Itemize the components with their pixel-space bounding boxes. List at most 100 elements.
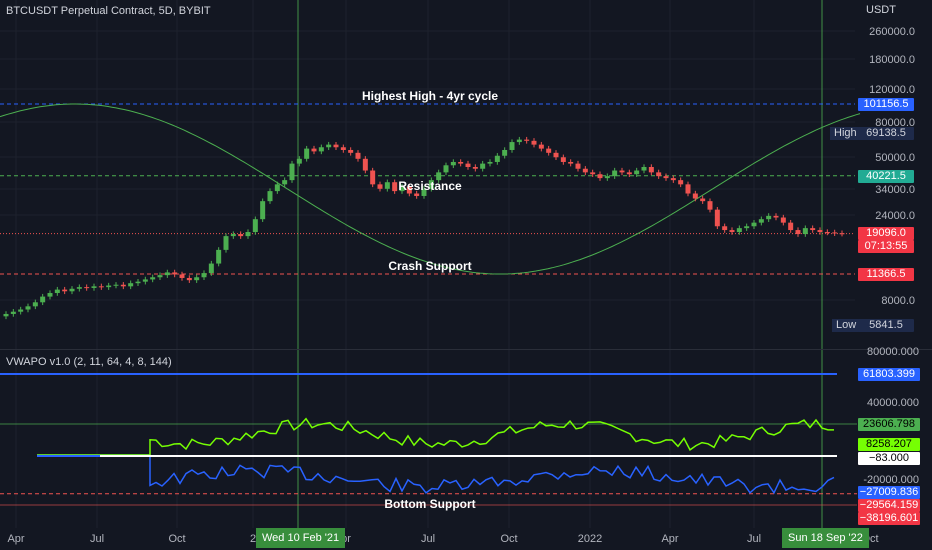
candle-body bbox=[436, 172, 442, 181]
candle-body bbox=[458, 161, 464, 164]
indicator-title[interactable]: VWAPO v1.0 (2, 11, 64, 4, 8, 144) bbox=[6, 356, 172, 368]
candle-body bbox=[766, 215, 772, 220]
candle-body bbox=[700, 198, 706, 202]
candle-body bbox=[289, 163, 295, 181]
bottom-support-annotation: Bottom Support bbox=[384, 497, 476, 511]
candle-body bbox=[538, 144, 544, 149]
candle-body bbox=[472, 166, 478, 169]
candle-body bbox=[10, 311, 16, 314]
candle-body bbox=[267, 191, 273, 202]
candle-body bbox=[421, 188, 427, 196]
candle-body bbox=[340, 147, 346, 150]
cursor-lines bbox=[297, 0, 823, 528]
high-value-tag: 69138.5 bbox=[858, 127, 914, 140]
highest-high-annotation: Highest High - 4yr cycle bbox=[361, 89, 499, 103]
pane-separator[interactable] bbox=[0, 349, 932, 350]
candle-body bbox=[502, 149, 508, 156]
candle-body bbox=[18, 309, 24, 312]
candle-body bbox=[370, 170, 376, 185]
cursor-date-right: Sun 18 Sep '22 bbox=[782, 528, 869, 548]
candle-body bbox=[604, 176, 610, 179]
candle-body bbox=[164, 272, 170, 276]
candle-body bbox=[707, 201, 713, 210]
candle-body bbox=[142, 279, 148, 282]
candle-body bbox=[113, 284, 119, 286]
low-label: Low bbox=[832, 319, 861, 332]
candle-body bbox=[509, 142, 515, 150]
candle-body bbox=[377, 184, 383, 189]
candle-body bbox=[179, 274, 185, 278]
candle-body bbox=[150, 277, 156, 280]
currency-label: USDT bbox=[866, 4, 896, 16]
candle-body bbox=[238, 234, 244, 237]
price-tick: 80000.0 bbox=[875, 117, 915, 129]
candle-body bbox=[106, 285, 112, 288]
candle-body bbox=[575, 163, 581, 169]
candle-body bbox=[480, 163, 486, 169]
candle-body bbox=[245, 232, 251, 237]
candle-body bbox=[62, 289, 68, 292]
price-tick: 180000.0 bbox=[869, 54, 915, 66]
price-tick: 260000.0 bbox=[869, 26, 915, 38]
candle-body bbox=[428, 180, 434, 189]
low-value-tag: 5841.5 bbox=[858, 319, 914, 332]
candle-body bbox=[443, 165, 449, 173]
candle-body bbox=[186, 277, 192, 281]
candle-body bbox=[597, 174, 603, 179]
candle-body bbox=[47, 293, 53, 297]
indicator-tick: -20000.000 bbox=[863, 474, 919, 486]
candle-body bbox=[201, 273, 207, 278]
price-tick: 120000.0 bbox=[869, 84, 915, 96]
candle-body bbox=[685, 184, 691, 194]
candle-body bbox=[524, 139, 530, 141]
candle-body bbox=[531, 140, 537, 145]
chart-title: BTCUSDT Perpetual Contract, 5D, BYBIT bbox=[6, 5, 211, 17]
candle-body bbox=[3, 313, 9, 317]
blue-value-tag: −27009.836 bbox=[858, 486, 920, 499]
time-tick: Jul bbox=[746, 533, 762, 545]
highest-high-tag: 101156.5 bbox=[858, 98, 914, 111]
time-tick: Jul bbox=[420, 533, 436, 545]
candle-body bbox=[32, 302, 38, 307]
candle-body bbox=[722, 226, 728, 231]
candle-body bbox=[223, 236, 229, 250]
resistance-annotation: Resistance bbox=[398, 179, 462, 193]
candle-body bbox=[619, 170, 625, 173]
crash-support-tag: 11366.5 bbox=[858, 268, 914, 281]
price-tick: 8000.0 bbox=[881, 295, 915, 307]
grid bbox=[0, 0, 855, 528]
high-label: High bbox=[830, 127, 861, 140]
crash-support-annotation: Crash Support bbox=[388, 259, 472, 273]
candle-body bbox=[384, 182, 390, 189]
candle-body bbox=[795, 230, 801, 235]
candle-body bbox=[516, 139, 522, 143]
candle-body bbox=[626, 172, 632, 175]
candle-body bbox=[802, 228, 808, 235]
time-tick: pr bbox=[341, 533, 351, 545]
candle-body bbox=[714, 209, 720, 227]
candle-body bbox=[612, 170, 618, 177]
candle-body bbox=[692, 193, 698, 199]
candle-body bbox=[282, 180, 288, 185]
candle-body bbox=[553, 152, 559, 158]
candle-body bbox=[663, 176, 669, 179]
candle-body bbox=[641, 166, 647, 171]
candle-body bbox=[362, 158, 368, 171]
candle-body bbox=[274, 184, 280, 192]
candle-body bbox=[69, 288, 75, 292]
time-tick: 2022 bbox=[577, 533, 603, 545]
candle-body bbox=[406, 186, 412, 194]
candle-body bbox=[76, 287, 82, 289]
candle-body bbox=[744, 226, 750, 229]
candle-body bbox=[670, 178, 676, 181]
candle-body bbox=[736, 228, 742, 233]
indicator-tick: 80000.000 bbox=[867, 346, 919, 358]
cursor-date-left: Wed 10 Feb '21 bbox=[256, 528, 346, 548]
white-value-tag: −83.000 bbox=[858, 452, 920, 465]
candle-body bbox=[494, 155, 500, 162]
candle-body bbox=[487, 161, 493, 164]
candle-body bbox=[648, 166, 654, 173]
candle-body bbox=[758, 219, 764, 223]
candle-body bbox=[216, 249, 222, 264]
